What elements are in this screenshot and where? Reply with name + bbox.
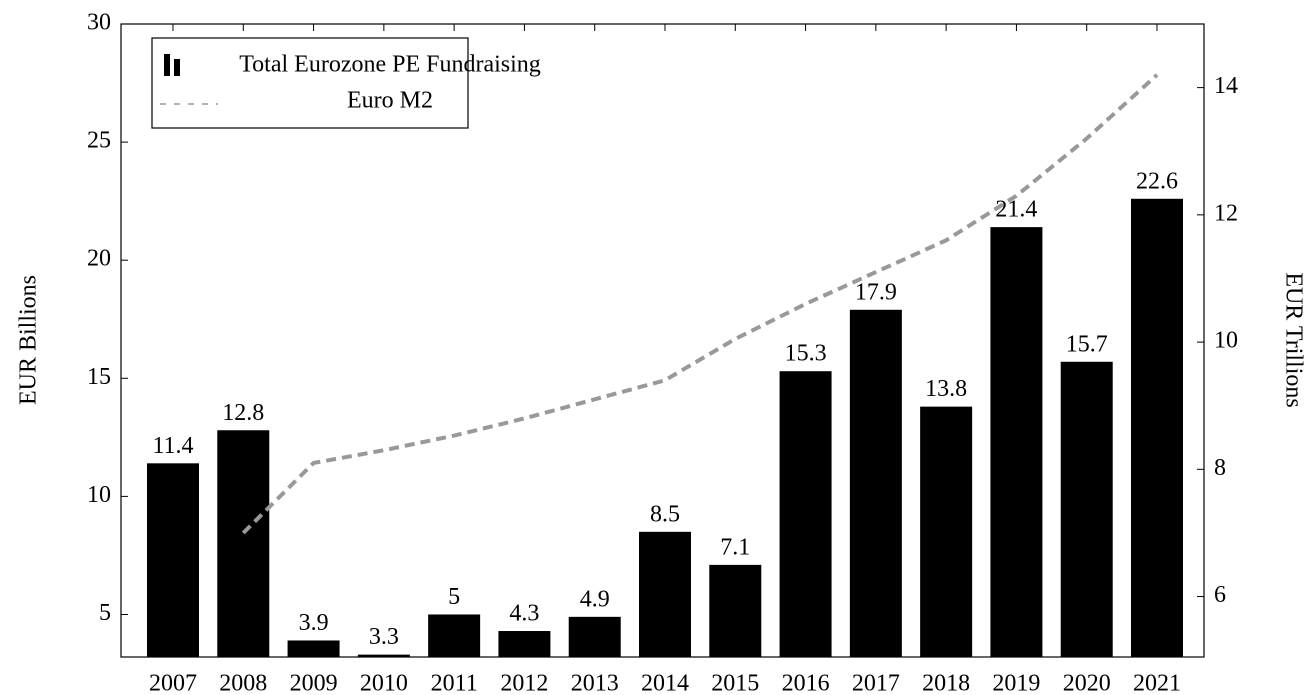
y-tick-label: 25 bbox=[87, 128, 111, 154]
x-tick-label: 2019 bbox=[992, 671, 1040, 695]
bar bbox=[428, 614, 481, 657]
x-tick-label: 2018 bbox=[922, 671, 970, 695]
data-label: 15.3 bbox=[785, 341, 827, 367]
x-tick-label: 2011 bbox=[431, 671, 478, 695]
bar bbox=[1060, 361, 1113, 657]
bar bbox=[920, 406, 973, 657]
bar bbox=[709, 564, 762, 657]
y2-tick-label: 8 bbox=[1214, 455, 1226, 481]
bar bbox=[849, 309, 902, 657]
data-label: 22.6 bbox=[1136, 168, 1178, 194]
x-tick-label: 2012 bbox=[500, 671, 548, 695]
y-tick-label: 10 bbox=[87, 482, 111, 508]
x-tick-label: 2013 bbox=[571, 671, 619, 695]
data-label: 11.4 bbox=[152, 433, 193, 459]
x-tick-label: 2014 bbox=[641, 671, 689, 695]
y-tick-label: 15 bbox=[87, 364, 111, 390]
bar bbox=[147, 463, 199, 657]
y-axis-label: EUR Billions bbox=[16, 275, 42, 405]
legend-box bbox=[151, 37, 469, 129]
data-label: 12.8 bbox=[222, 400, 264, 426]
bar bbox=[217, 430, 270, 657]
x-tick-label: 2017 bbox=[852, 671, 900, 695]
bar bbox=[357, 654, 410, 657]
data-label: 13.8 bbox=[925, 376, 967, 402]
plot-frame bbox=[120, 23, 1205, 658]
data-label: 7.1 bbox=[720, 534, 750, 560]
x-tick-label: 2021 bbox=[1133, 671, 1181, 695]
legend-label: Euro M2 bbox=[347, 88, 433, 114]
y-tick-label: 5 bbox=[99, 600, 111, 626]
bar bbox=[287, 640, 340, 657]
data-label: 17.9 bbox=[855, 279, 897, 305]
bar bbox=[639, 531, 691, 657]
x-tick-label: 2010 bbox=[360, 671, 408, 695]
x-tick-label: 2009 bbox=[290, 671, 338, 695]
y2-tick-label: 6 bbox=[1214, 582, 1226, 608]
bar bbox=[1131, 198, 1183, 658]
x-tick-label: 2007 bbox=[149, 671, 197, 695]
x-tick-label: 2016 bbox=[782, 671, 830, 695]
bar bbox=[568, 616, 621, 657]
y2-tick-label: 14 bbox=[1214, 73, 1238, 99]
x-tick-label: 2015 bbox=[711, 671, 759, 695]
y-tick-label: 30 bbox=[87, 10, 111, 36]
legend-label: Total Eurozone PE Fundraising bbox=[239, 52, 541, 78]
bar bbox=[498, 631, 551, 657]
x-tick-label: 2020 bbox=[1063, 671, 1111, 695]
data-label: 21.4 bbox=[995, 197, 1037, 223]
data-label: 4.3 bbox=[509, 601, 539, 627]
y2-tick-label: 10 bbox=[1214, 328, 1238, 354]
bar bbox=[779, 371, 832, 657]
data-label: 8.5 bbox=[650, 501, 680, 527]
legend-swatch bbox=[164, 54, 170, 76]
line bbox=[241, 73, 1159, 535]
y-tick-label: 20 bbox=[87, 246, 111, 272]
y2-tick-label: 12 bbox=[1214, 200, 1238, 226]
data-label: 5 bbox=[448, 584, 460, 610]
data-label: 3.3 bbox=[369, 624, 399, 650]
data-label: 15.7 bbox=[1066, 331, 1108, 357]
legend-swatch bbox=[174, 59, 180, 76]
x-tick-label: 2008 bbox=[219, 671, 267, 695]
data-label: 4.9 bbox=[580, 586, 610, 612]
bar bbox=[990, 227, 1043, 657]
y2-axis-label: EUR Trillions bbox=[1280, 272, 1306, 407]
data-label: 3.9 bbox=[299, 610, 329, 636]
